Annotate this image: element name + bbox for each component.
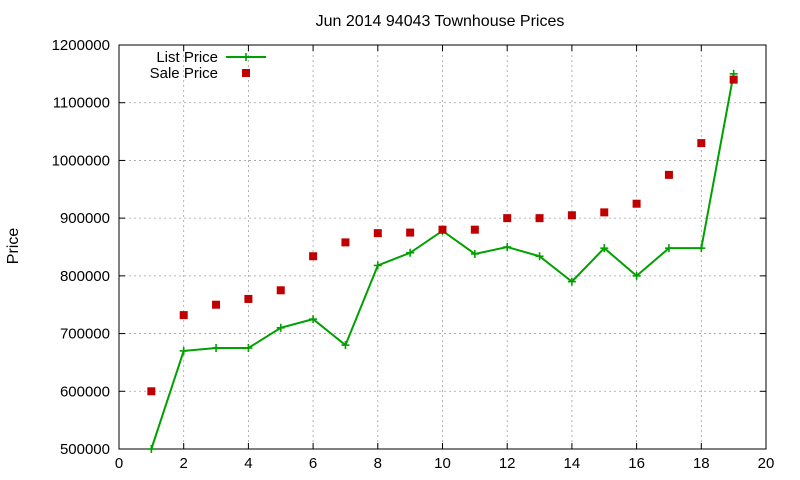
sale-price-point: [373, 229, 382, 238]
list-price-point: [664, 244, 673, 253]
list-price-point: [179, 346, 188, 355]
y-tick-label: 900000: [60, 210, 110, 227]
y-tick-label: 600000: [60, 383, 110, 400]
sale-price-point: [244, 294, 253, 303]
sale-price-point: [503, 214, 512, 223]
legend-square-marker: [242, 69, 250, 77]
sale-price-point: [470, 225, 479, 234]
axis-tick-marks: [118, 44, 767, 450]
list-price-point: [535, 252, 544, 261]
list-price-point: [632, 271, 641, 280]
x-tick-label: 0: [115, 455, 123, 472]
list-price-point: [503, 243, 512, 251]
y-tick-label: 700000: [60, 326, 110, 343]
list-price-point: [406, 248, 415, 257]
sale-price-point: [632, 199, 641, 208]
y-axis-label: Price: [5, 228, 22, 265]
chart-title: Jun 2014 94043 Townhouse Prices: [316, 13, 565, 30]
sale-price-point: [212, 300, 221, 309]
x-tick-label: 2: [180, 455, 188, 472]
sale-price-point: [309, 252, 318, 261]
x-axis-tick-labels: 0 2 4 6 8 10 12 14 16 18 20: [115, 455, 775, 472]
list-price-point: [244, 344, 253, 352]
sale-price-point: [341, 238, 350, 247]
sale-price-point: [276, 286, 285, 295]
list-price-point: [470, 249, 479, 258]
sale-price-point: [729, 75, 738, 84]
sale-price-point: [664, 170, 673, 179]
plot-border: [118, 44, 767, 450]
x-tick-label: 20: [758, 455, 775, 472]
sale-price-point: [600, 208, 609, 217]
list-price-point: [600, 244, 609, 253]
list-price-point: [373, 261, 382, 270]
sale-price-point: [406, 228, 415, 237]
legend-plus-marker: [242, 53, 250, 61]
sale-price-point: [535, 214, 544, 223]
y-tick-label: 500000: [60, 441, 110, 458]
y-tick-label: 1000000: [52, 152, 110, 169]
y-tick-label: 1200000: [52, 37, 110, 54]
list-price-point: [276, 323, 285, 332]
sale-price-point: [147, 387, 156, 396]
series-sale-price: [147, 75, 738, 396]
x-tick-label: 6: [309, 455, 317, 472]
list-price-point: [697, 244, 706, 253]
sale-price-point: [697, 139, 706, 148]
y-axis-tick-labels: 500000 600000 700000 800000 900000 1000000 110…: [52, 37, 110, 458]
y-tick-label: 1100000: [53, 95, 110, 112]
y-tick-label: 800000: [60, 268, 110, 285]
list-price-point: [309, 315, 318, 324]
legend-label: List Price: [156, 49, 218, 66]
series-layer: [147, 69, 738, 453]
sale-price-point: [179, 311, 188, 320]
list-price-point: [341, 341, 350, 350]
x-tick-label: 10: [434, 455, 451, 472]
list-price-point: [212, 344, 221, 352]
x-tick-label: 8: [374, 455, 382, 472]
x-tick-label: 16: [628, 455, 645, 472]
x-tick-label: 14: [564, 455, 581, 472]
sale-price-point: [567, 211, 576, 220]
sale-price-point: [438, 225, 447, 234]
list-price-point: [147, 445, 156, 453]
list-price-point: [567, 277, 576, 286]
x-tick-label: 12: [499, 455, 516, 472]
x-tick-label: 18: [693, 455, 710, 472]
legend-label: Sale Price: [150, 65, 218, 82]
x-tick-label: 4: [244, 455, 252, 472]
